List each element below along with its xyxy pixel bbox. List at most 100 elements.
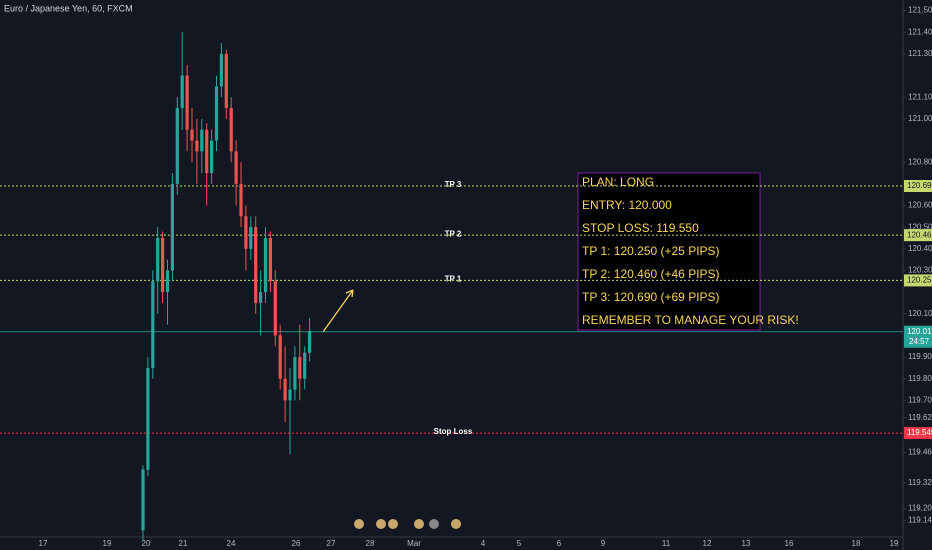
x-tick-label: 20 (142, 539, 151, 548)
candle-body (259, 292, 263, 303)
x-tick-label: 19 (890, 539, 899, 548)
plan-box (577, 172, 761, 331)
candle-body (175, 108, 179, 184)
x-tick-label: 9 (601, 539, 606, 548)
candle-body (273, 281, 277, 336)
y-tick-label: 121.400 (908, 27, 932, 36)
x-tick-label: 27 (327, 539, 336, 548)
level-price-box (904, 180, 932, 193)
y-tick-label: 120.800 (908, 157, 932, 166)
candle-body (156, 237, 160, 282)
x-tick-label: 21 (179, 539, 188, 548)
level-name: Stop Loss (434, 427, 473, 436)
x-tick-label: 16 (785, 539, 794, 548)
y-tick-label: 120.500 (908, 222, 932, 231)
candle-body (229, 108, 233, 152)
candle-body (219, 53, 223, 87)
y-tick-label: 119.900 (908, 352, 932, 361)
plan-note: TP 2: 120.460 (+46 PIPS) (582, 267, 720, 281)
y-tick-label: 119.620 (908, 413, 932, 422)
event-icons (354, 519, 461, 529)
y-tick-label: 121.500 (908, 6, 932, 15)
arrow (322, 289, 354, 333)
y-tick-label: 119.145 (908, 516, 932, 525)
candle-body (161, 237, 165, 293)
chart-title: Euro / Japanese Yen, 60, FXCM (4, 3, 133, 13)
x-tick-label: 4 (481, 539, 486, 548)
x-tick-label: 28 (366, 539, 375, 548)
y-tick-label: 121.300 (908, 49, 932, 58)
candle-body (254, 227, 258, 303)
candle-body (205, 129, 209, 174)
x-tick-label: 19 (103, 539, 112, 548)
level-name: TP 2 (445, 229, 462, 238)
candle-body (244, 216, 248, 249)
y-tick-label: 121.100 (908, 92, 932, 101)
candle-body (278, 335, 282, 379)
candle-body (234, 151, 238, 184)
candle-body (303, 352, 307, 379)
candle-body (210, 140, 214, 174)
plan-note: STOP LOSS: 119.550 (582, 221, 699, 235)
candle-body (180, 75, 184, 109)
plan-note: ENTRY: 120.000 (582, 198, 672, 212)
current-price-box (904, 325, 932, 348)
y-tick-label: 120.400 (908, 244, 932, 253)
countdown: 24:57 (909, 337, 930, 346)
candle-body (146, 367, 150, 470)
level-price-label: 120.463 (907, 230, 932, 239)
level-name: TP 3 (445, 180, 462, 189)
plan-note: TP 3: 120.690 (+69 PIPS) (582, 290, 720, 304)
y-tick-label: 119.800 (908, 374, 932, 383)
arrow-head (345, 289, 354, 298)
candle-body (288, 389, 292, 401)
y-tick-label: 119.700 (908, 395, 932, 404)
candle-body (151, 281, 155, 368)
candle-body (298, 357, 302, 379)
y-tick-label: 119.200 (908, 504, 932, 513)
level-name: TP 1 (445, 275, 462, 284)
candle-body (141, 469, 145, 531)
candle-body (263, 237, 268, 293)
candle-body (239, 183, 243, 217)
x-tick-label: 26 (292, 539, 301, 548)
current-price-label: 120.017 (907, 327, 932, 336)
candle-body (190, 129, 194, 141)
candle-body (170, 183, 174, 271)
y-tick-label: 120.100 (908, 309, 932, 318)
x-tick-label: 13 (742, 539, 751, 548)
candle-body (224, 53, 228, 109)
y-tick-label: 119.320 (908, 478, 932, 487)
candle-body (165, 270, 170, 293)
candle-body (200, 129, 204, 152)
level-price-box (904, 229, 932, 242)
plan-note: TP 1: 120.250 (+25 PIPS) (582, 244, 720, 258)
candle-body (185, 75, 189, 130)
y-tick-label: 120.300 (908, 266, 932, 275)
x-tick-label: 5 (517, 539, 522, 548)
candle-body (293, 357, 297, 390)
x-tick-label: 18 (852, 539, 861, 548)
x-tick-label: Mar (407, 539, 421, 548)
y-tick-label: 121.000 (908, 114, 932, 123)
x-tick-label: 17 (39, 539, 48, 548)
y-tick-label: 120.600 (908, 201, 932, 210)
level-price-label: 120.254 (907, 276, 932, 285)
candle-body (214, 86, 219, 141)
plan-note: PLAN: LONG (582, 175, 654, 189)
candle-body (268, 237, 272, 282)
y-tick-label: 119.460 (908, 447, 932, 456)
candle-body (308, 331, 312, 353)
candle-body (283, 378, 287, 401)
x-tick-label: 24 (227, 539, 236, 548)
x-tick-label: 6 (557, 539, 562, 548)
x-tick-label: 12 (703, 539, 712, 548)
candle-body (249, 227, 253, 249)
level-price-box (904, 427, 932, 440)
level-price-label: 119.549 (907, 428, 932, 437)
candle-body (195, 140, 199, 152)
x-tick-label: 11 (662, 539, 671, 548)
level-price-box (904, 274, 932, 287)
